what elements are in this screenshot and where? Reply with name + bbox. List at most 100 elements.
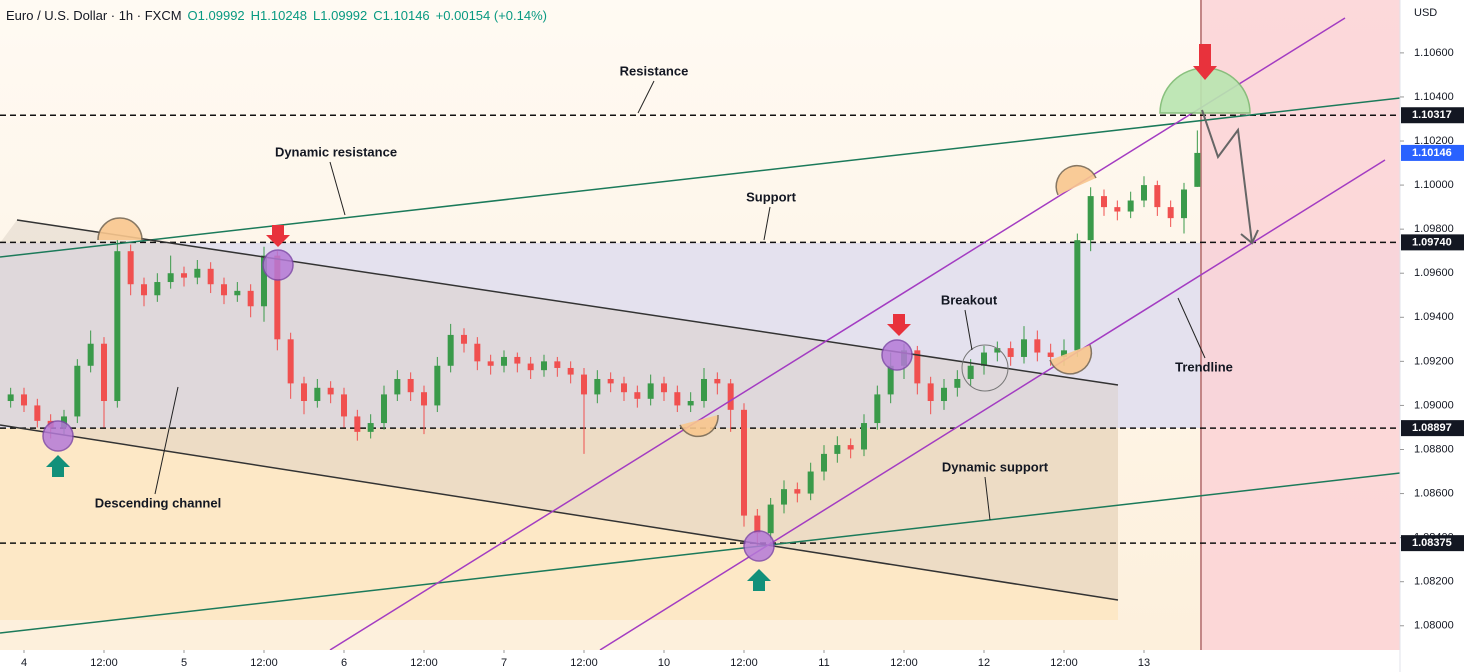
candle-body <box>474 343 481 362</box>
candle-body <box>1047 352 1054 357</box>
change: +0.00154 (+0.14%) <box>435 8 547 23</box>
x-tick-label: 12:00 <box>1050 657 1078 669</box>
x-tick-label: 12:00 <box>410 657 438 669</box>
price-tag-label: 1.09740 <box>1412 236 1452 248</box>
candle-body <box>941 387 947 402</box>
candle-body <box>994 348 1001 353</box>
candle-body <box>181 273 187 278</box>
y-tick-label: 1.09000 <box>1414 399 1454 411</box>
y-tick-label: 1.09200 <box>1414 355 1454 367</box>
x-tick-label: 12:00 <box>570 657 598 669</box>
candle-body <box>207 268 214 285</box>
candle-body <box>314 387 321 402</box>
y-tick-label: 1.08800 <box>1414 443 1454 455</box>
annotation: Dynamic resistance <box>275 144 397 159</box>
candle-body <box>461 334 467 344</box>
x-tick-label: 12 <box>978 657 990 669</box>
candle-body <box>741 409 747 516</box>
candle-body <box>7 394 14 402</box>
price-tag-label: 1.10146 <box>1412 147 1452 159</box>
candle-body <box>381 394 387 424</box>
candle-body <box>767 504 774 534</box>
candle-body <box>914 350 921 384</box>
candle-body <box>154 282 161 296</box>
axis-unit: USD <box>1414 7 1437 19</box>
header: Euro / U.S. Dollar · 1h · FXCM O1.09992 … <box>6 8 547 23</box>
x-tick-label: 11 <box>818 657 829 669</box>
time-axis <box>0 650 1400 672</box>
candle-body <box>807 471 814 494</box>
annotation: Descending channel <box>95 495 221 510</box>
x-tick-label: 12:00 <box>890 657 918 669</box>
ohlc: L1.09992 <box>313 8 368 23</box>
annotation: Dynamic support <box>942 459 1049 474</box>
axes: 1.10600 1.10400 1.10200 1.10000 1.09800 1.096… <box>21 47 1464 669</box>
candle-body <box>1127 200 1134 212</box>
y-tick-label: 1.10400 <box>1414 91 1454 103</box>
candle-body <box>607 378 614 384</box>
candle-body <box>421 392 427 406</box>
candle-body <box>1167 207 1174 219</box>
x-tick-label: 5 <box>181 657 187 669</box>
candle-body <box>1034 339 1041 353</box>
candle-body <box>167 273 174 283</box>
candle-body <box>21 394 27 406</box>
candle-body <box>341 394 347 417</box>
price-tag-label: 1.10317 <box>1412 109 1452 121</box>
candle-body <box>954 378 961 388</box>
candle-body <box>714 378 721 384</box>
candle-body <box>501 356 507 366</box>
candle-body <box>367 423 374 432</box>
y-tick-label: 1.10000 <box>1414 179 1454 191</box>
x-tick-label: 10 <box>658 657 670 669</box>
price-tag <box>1401 144 1464 161</box>
candle-body <box>354 416 361 432</box>
annotation: Trendline <box>1175 359 1233 374</box>
candle-body <box>847 445 854 450</box>
candle-body <box>701 378 707 402</box>
candle-body <box>887 365 894 395</box>
candle-body <box>221 284 227 296</box>
candle-body <box>327 387 334 395</box>
candle-body <box>1194 152 1201 187</box>
candle-body <box>1101 196 1107 208</box>
candle-body <box>1087 196 1094 241</box>
y-tick-label: 1.08600 <box>1414 487 1454 499</box>
candle-body <box>274 255 281 340</box>
candle-body <box>674 392 681 406</box>
candle-body <box>821 453 827 472</box>
y-tick-label: 1.09400 <box>1414 311 1454 323</box>
candle-body <box>554 361 561 368</box>
candle-body <box>621 383 627 393</box>
ohlc: C1.10146 <box>373 8 430 23</box>
y-tick-label: 1.10600 <box>1414 47 1454 59</box>
candle-body <box>634 392 641 399</box>
candle-body <box>1021 339 1027 357</box>
candle-body <box>1114 207 1121 212</box>
candle-body <box>781 489 787 505</box>
candle-body <box>434 365 441 406</box>
candle-body <box>247 290 254 307</box>
drawings <box>0 17 1401 651</box>
price-tag <box>1401 535 1464 552</box>
candle-body <box>661 383 667 393</box>
candle-body <box>261 255 267 307</box>
candle-body <box>87 343 94 366</box>
candle-body <box>127 251 134 285</box>
candle-body <box>234 290 241 296</box>
symbol: Euro / U.S. Dollar · 1h · FXCM <box>6 8 182 23</box>
candle-body <box>101 343 107 402</box>
candle-body <box>727 383 734 410</box>
candle-body <box>541 361 547 371</box>
x-tick-label: 4 <box>21 657 27 669</box>
y-tick-label: 1.09600 <box>1414 267 1454 279</box>
candle-body <box>141 284 147 296</box>
candle-body <box>447 334 454 366</box>
candle-body <box>754 515 761 534</box>
candle-body <box>794 489 801 494</box>
candle-body <box>967 365 974 379</box>
annotation: Breakout <box>941 292 998 307</box>
x-tick-label: 12:00 <box>250 657 278 669</box>
